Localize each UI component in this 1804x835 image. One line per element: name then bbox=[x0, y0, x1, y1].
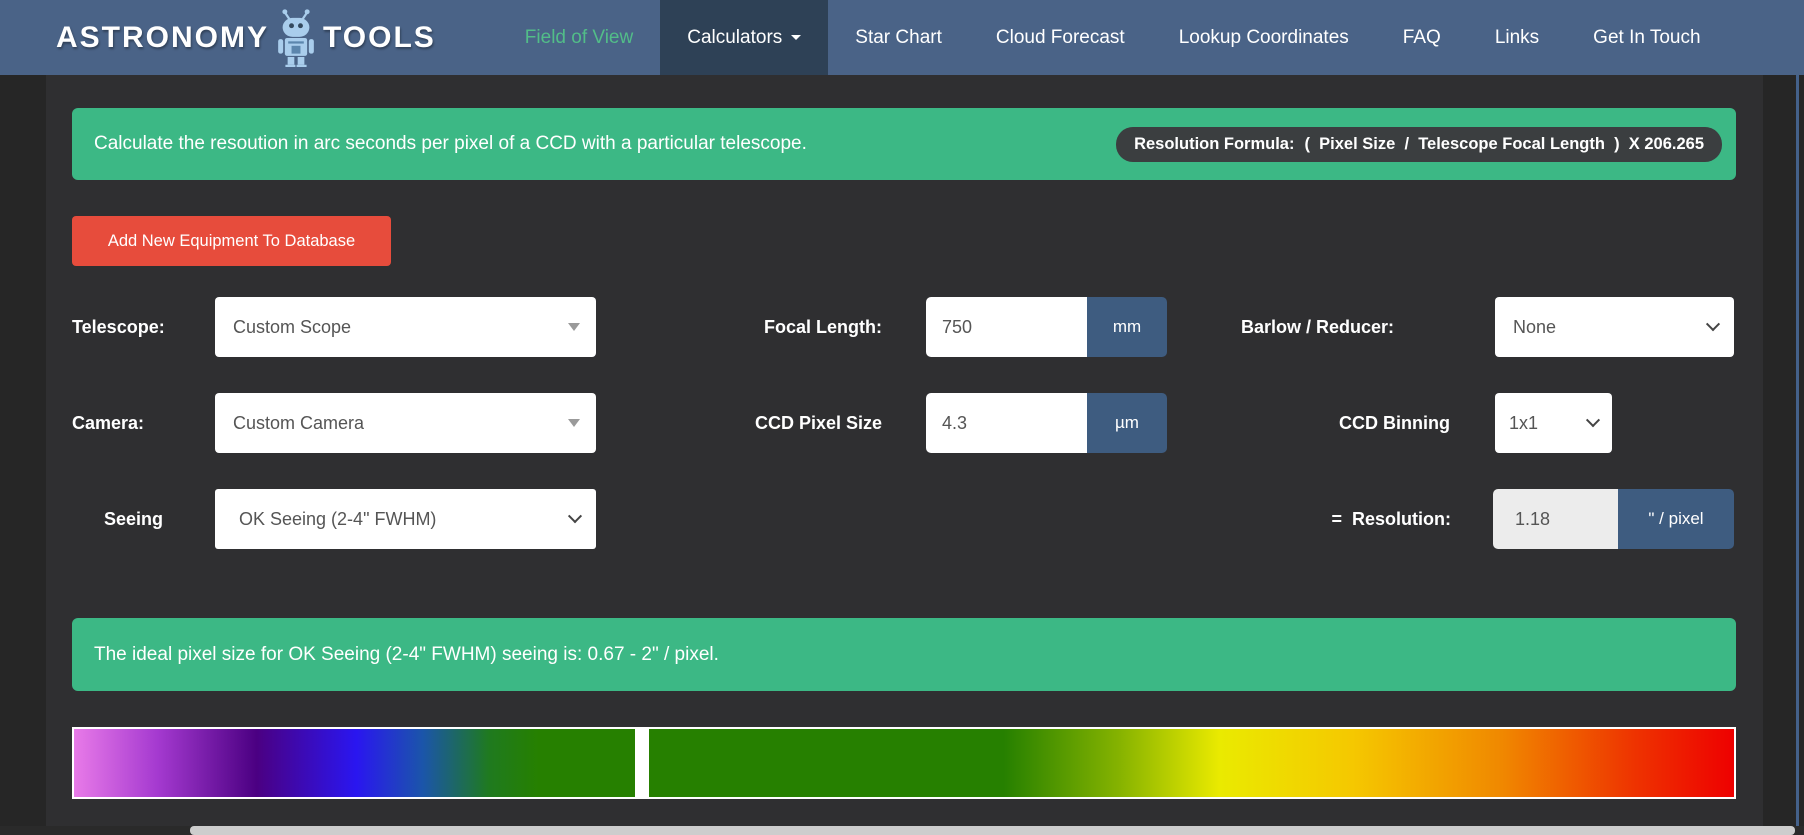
nav-item-get-in-touch[interactable]: Get In Touch bbox=[1593, 26, 1701, 48]
seeing-select[interactable]: OK Seeing (2-4" FWHM) bbox=[215, 489, 596, 549]
nav-item-star-chart[interactable]: Star Chart bbox=[855, 26, 942, 48]
barlow-reducer-label: Barlow / Reducer: bbox=[1240, 317, 1394, 337]
seeing-select-value: OK Seeing (2-4" FWHM) bbox=[239, 508, 437, 529]
ccd-pixel-size-input[interactable] bbox=[926, 393, 1087, 453]
chevron-down-icon bbox=[1585, 413, 1601, 428]
nav-item-links[interactable]: Links bbox=[1494, 26, 1540, 48]
focal-length-unit: mm bbox=[1087, 297, 1167, 357]
nav-links: Field of View Calculators Star Chart Clo… bbox=[498, 0, 1728, 75]
telescope-label: Telescope: bbox=[72, 317, 165, 337]
camera-select-value: Custom Camera bbox=[233, 412, 365, 433]
ccd-binning-select-value: 1x1 bbox=[1509, 412, 1539, 433]
nav-item-faq[interactable]: FAQ bbox=[1402, 26, 1441, 48]
resolution-formula-pill: Resolution Formula: ( Pixel Size / Teles… bbox=[1116, 126, 1722, 162]
resolution-label: = Resolution: bbox=[1331, 509, 1451, 529]
brand-logo[interactable]: ASTRONOMY bbox=[56, 0, 436, 75]
ccd-pixel-size-unit: µm bbox=[1087, 393, 1167, 453]
nav-item-lookup-coordinates[interactable]: Lookup Coordinates bbox=[1178, 26, 1349, 48]
chevron-down-icon bbox=[1705, 317, 1721, 332]
robot-icon bbox=[278, 8, 314, 67]
resolution-unit: " / pixel bbox=[1618, 489, 1734, 549]
resolution-marker bbox=[634, 727, 649, 799]
intro-banner-text: Calculate the resoution in arc seconds p… bbox=[94, 133, 807, 154]
nav-bar: ASTRONOMY bbox=[0, 0, 1804, 75]
formula-label: Resolution Formula: bbox=[1134, 134, 1295, 153]
barlow-reducer-select-value: None bbox=[1513, 316, 1557, 337]
formula-body: ( Pixel Size / Telescope Focal Length ) … bbox=[1304, 134, 1704, 153]
telescope-select[interactable]: Custom Scope bbox=[215, 297, 596, 357]
horizontal-scrollbar-track[interactable] bbox=[0, 826, 1804, 835]
horizontal-scrollbar-thumb[interactable] bbox=[190, 826, 1795, 835]
focal-length-label: Focal Length: bbox=[764, 317, 882, 337]
camera-label: Camera: bbox=[72, 413, 145, 433]
intro-banner: Calculate the resoution in arc seconds p… bbox=[72, 108, 1736, 180]
telescope-select-value: Custom Scope bbox=[233, 316, 352, 337]
nav-item-calculators-label: Calculators bbox=[687, 26, 783, 48]
ccd-binning-label: CCD Binning bbox=[1339, 413, 1450, 433]
caret-down-icon bbox=[791, 35, 802, 40]
right-edge-line bbox=[1796, 75, 1799, 835]
triangle-down-icon bbox=[568, 419, 580, 427]
brand-text-right: TOOLS bbox=[323, 20, 436, 54]
ccd-pixel-size-group: µm bbox=[926, 393, 1167, 453]
ideal-pixel-size-text: The ideal pixel size for OK Seeing (2-4"… bbox=[94, 643, 719, 665]
nav-item-cloud-forecast[interactable]: Cloud Forecast bbox=[995, 26, 1125, 48]
chevron-down-icon bbox=[567, 509, 583, 524]
triangle-down-icon bbox=[568, 323, 580, 331]
page-container bbox=[46, 75, 1763, 835]
camera-select[interactable]: Custom Camera bbox=[215, 393, 596, 453]
ideal-pixel-size-banner: The ideal pixel size for OK Seeing (2-4"… bbox=[72, 618, 1736, 691]
focal-length-input[interactable] bbox=[926, 297, 1087, 357]
ccd-pixel-size-label: CCD Pixel Size bbox=[754, 413, 882, 433]
resolution-group: " / pixel bbox=[1493, 489, 1734, 549]
focal-length-group: mm bbox=[926, 297, 1167, 357]
seeing-range-gradient-bar bbox=[72, 727, 1736, 799]
ccd-binning-select[interactable]: 1x1 bbox=[1495, 393, 1612, 453]
add-equipment-button[interactable]: Add New Equipment To Database bbox=[72, 216, 391, 266]
nav-item-calculators[interactable]: Calculators bbox=[660, 0, 829, 75]
seeing-label: Seeing bbox=[104, 509, 164, 529]
resolution-output bbox=[1493, 489, 1618, 549]
barlow-reducer-select[interactable]: None bbox=[1495, 297, 1734, 357]
nav-item-field-of-view[interactable]: Field of View bbox=[524, 26, 634, 48]
brand-text-left: ASTRONOMY bbox=[56, 20, 269, 54]
